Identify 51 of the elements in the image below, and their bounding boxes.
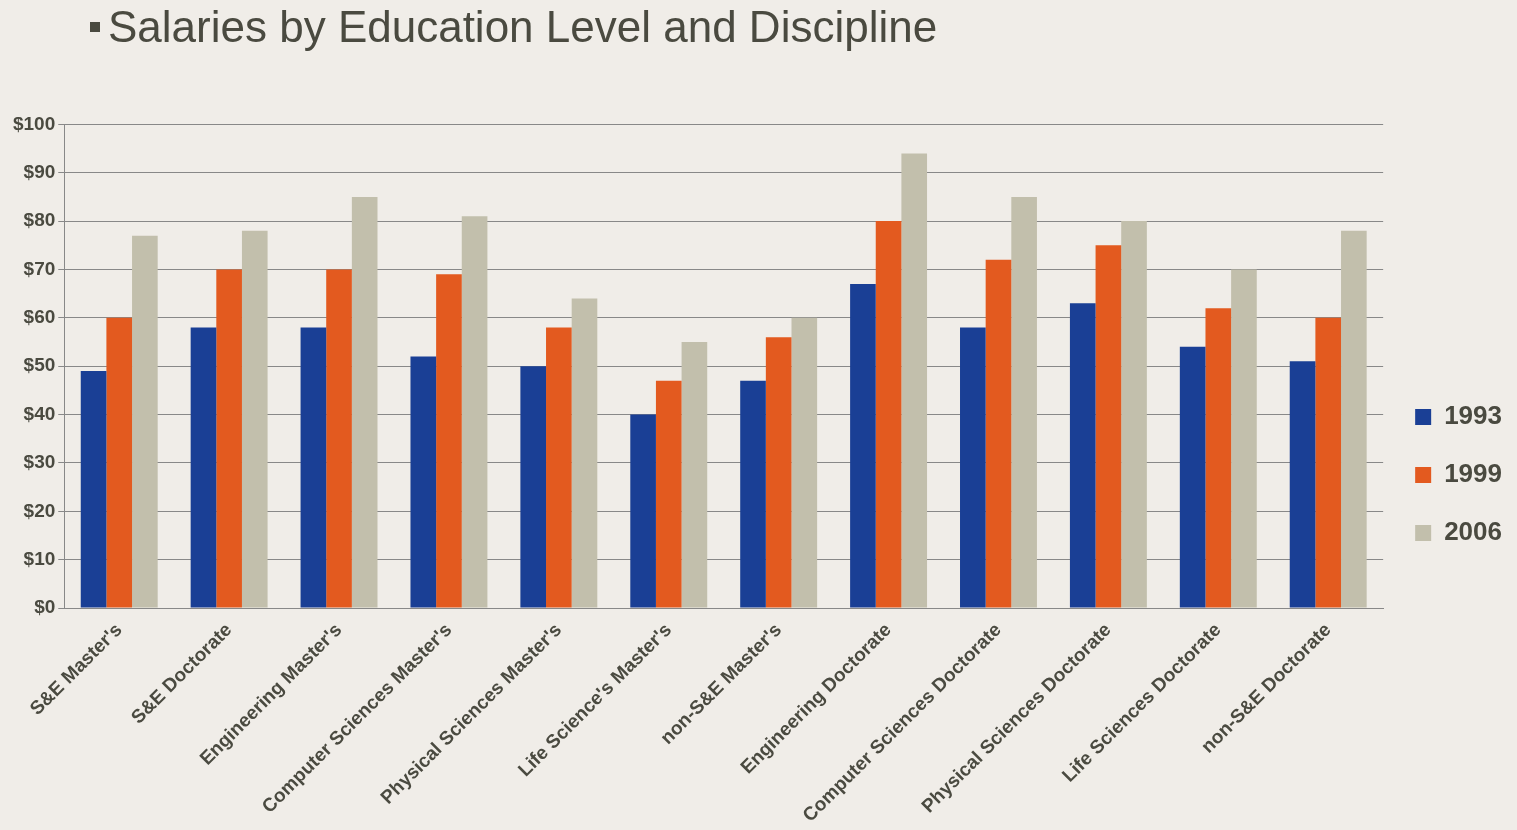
bar: [875, 221, 902, 608]
bar: [132, 235, 158, 608]
bar: [1121, 221, 1147, 608]
bar: [571, 298, 598, 608]
bar: [241, 230, 268, 608]
bar: [1205, 308, 1232, 608]
bar: [410, 356, 437, 608]
bar: [80, 371, 107, 608]
bar: [901, 153, 928, 608]
bar: [461, 216, 488, 608]
bar: [960, 327, 986, 608]
bar: [1179, 346, 1206, 608]
y-tick-label: $20: [23, 499, 56, 521]
bar: [326, 269, 352, 608]
bar: [740, 380, 766, 608]
y-tick-label: $100: [12, 112, 56, 134]
bar: [520, 366, 547, 608]
bar: [630, 414, 656, 608]
bar: [190, 327, 217, 608]
bar: [300, 327, 327, 608]
bar: [850, 283, 876, 608]
y-tick-label: $50: [23, 354, 56, 376]
bar: [1341, 230, 1367, 608]
bar: [436, 274, 462, 608]
y-tick-label: $70: [23, 257, 56, 279]
bar: [1095, 245, 1122, 608]
y-tick-label: $10: [23, 547, 56, 569]
chart-title: Salaries by Education Level and Discipline: [108, 2, 938, 52]
bar: [1011, 196, 1037, 608]
bar: [1315, 317, 1342, 608]
y-tick-label: $40: [23, 402, 56, 424]
bar: [1231, 269, 1257, 608]
bar: [791, 317, 818, 608]
legend-label: 2006: [1444, 516, 1502, 547]
bar: [1069, 303, 1096, 608]
bar: [655, 380, 682, 608]
bar: [681, 342, 708, 608]
y-tick-label: $60: [23, 306, 56, 328]
bar: [546, 327, 572, 608]
bar: [985, 259, 1012, 608]
legend-label: 1999: [1444, 458, 1502, 489]
bar: [351, 196, 378, 608]
y-tick-label: $80: [23, 209, 56, 231]
y-tick-label: $90: [23, 160, 56, 182]
bar: [106, 317, 133, 608]
bar: [216, 269, 242, 608]
bar: [765, 337, 792, 608]
y-tick-label: $30: [23, 451, 56, 473]
y-tick-label: $0: [34, 596, 56, 618]
bar: [1289, 361, 1316, 608]
legend-label: 1993: [1444, 400, 1502, 431]
